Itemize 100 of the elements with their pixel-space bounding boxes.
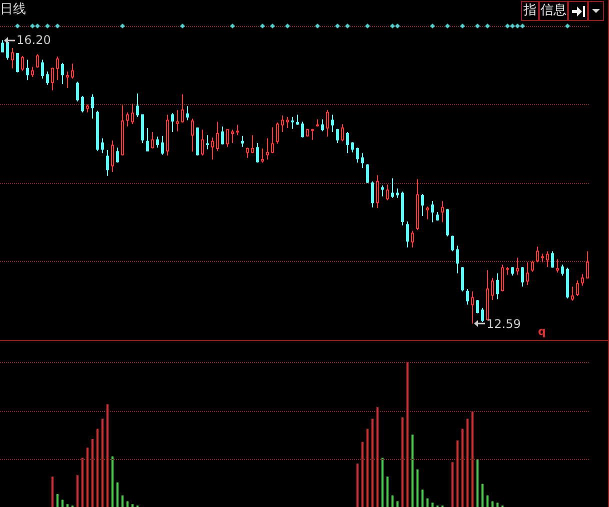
candlestick xyxy=(446,208,449,237)
bar xyxy=(392,495,394,507)
bar xyxy=(66,504,68,507)
bar xyxy=(76,475,78,507)
candlestick xyxy=(171,112,174,132)
bar xyxy=(416,469,418,507)
button: 指 xyxy=(521,1,539,21)
candlestick xyxy=(151,131,154,149)
candlestick xyxy=(366,164,369,184)
bar xyxy=(486,495,488,507)
chart-title: 日线 xyxy=(0,2,26,17)
candlestick xyxy=(166,114,169,156)
candlestick xyxy=(156,136,159,148)
candlestick xyxy=(121,104,124,156)
candlestick xyxy=(496,272,499,300)
candlestick xyxy=(116,147,119,164)
bar xyxy=(112,456,114,507)
bar xyxy=(92,438,94,507)
candlestick xyxy=(11,47,14,69)
candlestick xyxy=(551,250,554,268)
candlestick xyxy=(451,235,454,252)
candlestick xyxy=(201,129,204,156)
candlestick xyxy=(241,135,244,148)
bar xyxy=(106,404,108,507)
candlestick xyxy=(216,121,219,152)
bar xyxy=(462,428,464,507)
candlestick xyxy=(531,260,534,272)
bar xyxy=(122,495,124,507)
bar xyxy=(456,440,458,507)
candlestick xyxy=(476,299,479,314)
candlestick xyxy=(66,71,69,89)
candlestick xyxy=(261,148,264,164)
candlestick xyxy=(311,128,314,140)
candlestick xyxy=(406,220,409,248)
candlestick xyxy=(561,264,564,276)
candlestick xyxy=(426,206,429,220)
candlestick xyxy=(336,128,339,144)
candlestick xyxy=(221,126,224,146)
candlestick xyxy=(231,129,234,144)
bar xyxy=(482,484,484,507)
candlestick xyxy=(516,257,519,276)
candlestick xyxy=(361,152,364,169)
bar xyxy=(412,434,414,507)
candlestick xyxy=(396,188,399,198)
candlestick xyxy=(196,128,199,156)
bar xyxy=(492,501,494,507)
candlestick xyxy=(421,193,424,216)
candlestick xyxy=(281,114,284,132)
candlestick xyxy=(471,290,474,324)
bar xyxy=(396,501,398,507)
candlestick xyxy=(521,266,524,288)
candlestick xyxy=(356,147,359,164)
candlestick xyxy=(456,245,459,274)
bar xyxy=(382,458,384,507)
candlestick xyxy=(466,288,469,306)
bar xyxy=(86,448,88,507)
candlestick xyxy=(141,114,144,144)
candlestick xyxy=(251,134,254,154)
candlestick xyxy=(441,200,444,223)
candlestick xyxy=(491,277,494,300)
candlestick xyxy=(536,246,539,263)
candlestick xyxy=(546,250,549,268)
bar xyxy=(402,417,404,507)
candlestick xyxy=(86,104,89,113)
candlestick xyxy=(191,118,194,152)
candlestick xyxy=(271,126,274,154)
candlestick xyxy=(316,118,319,127)
candlestick xyxy=(266,138,269,160)
candlestick xyxy=(506,266,509,276)
bar xyxy=(82,458,84,507)
candlestick xyxy=(71,63,74,80)
bar xyxy=(426,498,428,507)
candlestick xyxy=(146,128,149,152)
candlestick xyxy=(371,180,374,208)
candlestick xyxy=(111,140,114,173)
bar xyxy=(496,502,498,507)
candlestick xyxy=(291,116,294,130)
candlestick xyxy=(296,114,299,126)
candlestick xyxy=(486,270,489,321)
annotation: 12.59 xyxy=(486,316,521,330)
candlestick xyxy=(6,40,9,60)
candlestick xyxy=(56,56,59,81)
candlestick xyxy=(76,81,79,102)
candlestick xyxy=(381,184,384,197)
candlestick xyxy=(501,264,504,292)
candlestick xyxy=(46,71,49,86)
bar xyxy=(466,418,468,507)
candlestick xyxy=(526,262,529,286)
bar xyxy=(102,418,104,507)
candlestick xyxy=(36,54,39,68)
candlestick xyxy=(161,135,164,156)
candlestick xyxy=(556,258,559,273)
candlestick xyxy=(31,66,34,78)
candlestick xyxy=(341,124,344,142)
candlestick xyxy=(106,150,109,176)
candlestick xyxy=(96,110,99,152)
candlestick xyxy=(41,59,44,80)
candlestick xyxy=(176,109,179,132)
candlestick xyxy=(101,138,104,154)
candlestick xyxy=(136,93,139,118)
